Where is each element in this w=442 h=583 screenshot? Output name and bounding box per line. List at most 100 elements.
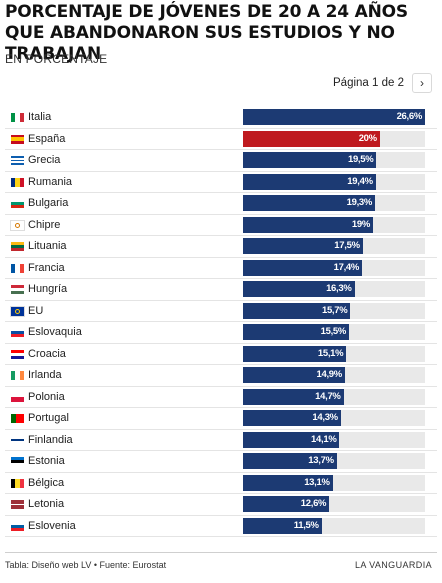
bar: 17,4% [243,259,363,276]
table-row: Croacia 15,1% [5,344,437,365]
table-row: Polonia 14,7% [5,387,437,408]
bar: 15,5% [243,324,350,340]
tick-label: Eslovaquia [28,326,82,338]
flag-grecia-icon [11,156,24,165]
flag-espana-icon [11,134,24,144]
data-label: 14,7% [315,390,341,402]
flag-chipre-icon [10,219,25,231]
pagination: Página 1 de 2 › [333,73,432,93]
bar: 19% [243,216,373,233]
data-label: 19,5% [347,154,374,165]
bar-track: 14,3% [243,410,425,426]
table-row: Chipre 19% [5,215,437,236]
table-row: España 20% [5,129,437,150]
data-label: 12,6% [300,498,327,509]
flag-portugal-icon [11,414,24,423]
data-label: 19% [351,218,370,230]
table-row: EU 15,7% [5,301,437,322]
table-row: Irlanda 14,9% [5,365,437,387]
tick-label: Lituania [28,240,67,252]
bar-track: 17,4% [243,259,425,276]
tick-label: Francia [28,261,65,274]
bar-track: 13,1% [243,474,425,491]
table-row: Bélgica 13,1% [5,473,437,494]
bar: 14,1% [243,431,340,448]
flag-hungria-icon [11,285,24,294]
table-row: Bulgaria 19,3% [5,193,437,215]
flag-croacia-icon [11,349,24,359]
next-page-button[interactable]: › [412,73,432,93]
tick-label: Chipre [28,218,61,231]
flag-eslovenia-icon [11,521,24,531]
data-label: 14,9% [316,369,343,380]
data-label: 15,1% [317,347,344,359]
table-row: Lituania 17,5% [5,236,437,258]
bar: 15,7% [243,302,351,319]
bar-track: 17,5% [243,238,425,254]
tick-label: Bélgica [28,476,65,489]
table-row: Italia 26,6% [5,107,437,129]
bar: 14,9% [243,367,345,383]
tick-label: Croacia [28,347,66,360]
bar-chart: Italia 26,6% España 20% Grecia 19,5% Rumania 19… [5,107,437,537]
bar: 19,3% [243,195,376,211]
flag-estonia-icon [11,457,24,466]
tick-label: Estonia [28,455,65,467]
bar-track: 15,7% [243,302,425,319]
flag-lituania-icon [11,242,24,251]
bar-track: 19,3% [243,195,425,211]
flag-irlanda-icon [11,371,24,380]
bar: 19,5% [243,152,377,168]
tick-label: Irlanda [28,369,62,381]
footer-divider [5,552,437,553]
tick-label: Portugal [28,412,69,424]
data-label: 15,5% [320,326,347,337]
bar: 26,6% [243,109,425,125]
bar-track: 19,4% [243,173,425,190]
bar: 19,4% [243,173,376,190]
bar-track: 26,6% [243,109,425,125]
bar: 14,7% [243,388,344,405]
table-row: Letonia 12,6% [5,494,437,516]
bar-track: 14,1% [243,431,425,448]
data-label: 14,1% [311,433,337,445]
data-label: 19,3% [346,197,373,208]
data-label: 20% [358,132,377,144]
flag-polonia-icon [11,392,24,402]
table-row: Finlandia 14,1% [5,430,437,451]
bar-track: 13,7% [243,453,425,469]
data-label: 16,3% [326,283,352,294]
table-row: Eslovenia 11,5% [5,516,437,537]
bar: 15,1% [243,345,347,362]
table-row: Rumania 19,4% [5,172,437,193]
bar: 13,1% [243,474,333,491]
tick-label: Rumania [28,175,73,188]
bar-track: 14,7% [243,388,425,405]
bar-track: 16,3% [243,281,425,297]
bar-track: 15,1% [243,345,425,362]
tick-label: España [28,132,66,145]
tick-label: Hungría [28,283,68,295]
flag-eu-icon [10,305,25,317]
flag-bulgaria-icon [11,199,24,208]
flag-belgica-icon [11,478,24,488]
chart-subtitle: EN PORCENTAJE [5,52,108,66]
tick-label: Finlandia [28,433,73,446]
bar-track: 20% [243,130,425,147]
brand-logo: LA VANGUARDIA [354,560,432,570]
tick-label: EU [28,304,44,317]
table-row: Hungría 16,3% [5,279,437,301]
data-label: 17,4% [333,261,360,273]
page-indicator: Página 1 de 2 [333,77,404,89]
bar-track: 12,6% [243,496,425,512]
tick-label: Italia [28,111,52,123]
flag-italia-icon [11,113,24,122]
bar: 20% [243,130,380,147]
chevron-right-icon: › [420,76,424,90]
data-label: 13,1% [304,476,330,488]
data-label: 26,6% [396,111,423,122]
tick-label: Bulgaria [28,197,69,209]
bar: 12,6% [243,496,330,512]
data-label: 13,7% [308,455,334,466]
data-label: 11,5% [293,519,319,531]
